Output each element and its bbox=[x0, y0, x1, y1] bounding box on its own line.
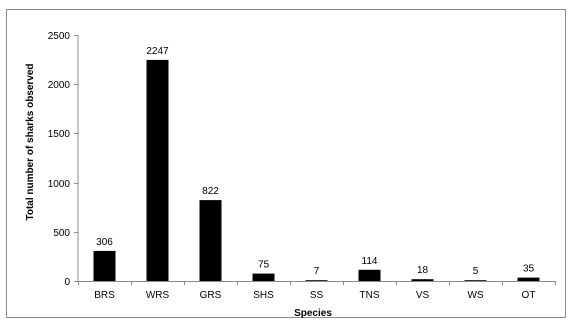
data-label-brs: 306 bbox=[96, 237, 113, 248]
y-axis-title: Total number of sharks observed bbox=[25, 63, 36, 220]
y-axis: 0 500 1000 1500 2000 2500 bbox=[48, 31, 79, 288]
y-tick-label: 500 bbox=[53, 228, 70, 239]
y-tick-label: 0 bbox=[64, 277, 70, 288]
bar-grs bbox=[199, 200, 222, 281]
x-tick-label: WRS bbox=[146, 290, 170, 301]
bar-ot bbox=[517, 277, 540, 281]
data-label-ot: 35 bbox=[523, 264, 535, 275]
x-tick-label: SS bbox=[310, 290, 324, 301]
x-tick-label: WS bbox=[467, 290, 483, 301]
x-axis-title: Species bbox=[294, 308, 332, 319]
y-tick-label: 2500 bbox=[48, 31, 71, 42]
bar-tns bbox=[358, 269, 381, 281]
bar-wrs bbox=[146, 59, 169, 282]
bar-brs bbox=[93, 250, 116, 281]
data-label-ws: 5 bbox=[473, 266, 479, 277]
bar-ws bbox=[464, 280, 487, 281]
x-tick-label: BRS bbox=[94, 290, 115, 301]
y-tick-label: 1500 bbox=[48, 129, 71, 140]
y-tick-label: 1000 bbox=[48, 179, 71, 190]
bar-ss bbox=[305, 280, 328, 281]
x-tick-label: TNS bbox=[360, 290, 380, 301]
data-label-grs: 822 bbox=[202, 186, 219, 197]
x-tick-label: OT bbox=[522, 290, 536, 301]
data-label-vs: 18 bbox=[417, 265, 429, 276]
data-label-wrs: 2247 bbox=[146, 46, 169, 57]
data-labels: 306 2247 822 75 7 114 18 5 35 bbox=[96, 46, 534, 277]
bar-vs bbox=[411, 279, 434, 281]
data-label-shs: 75 bbox=[258, 260, 270, 271]
x-tick-label: SHS bbox=[253, 290, 274, 301]
data-label-ss: 7 bbox=[314, 266, 320, 277]
bars bbox=[93, 59, 540, 282]
x-tick-label: VS bbox=[416, 290, 430, 301]
y-tick-label: 2000 bbox=[48, 80, 71, 91]
x-tick-label: GRS bbox=[200, 290, 222, 301]
data-label-tns: 114 bbox=[362, 256, 378, 267]
bar-shs bbox=[252, 273, 275, 281]
x-axis: BRS WRS GRS SHS SS TNS VS WS OT bbox=[78, 281, 556, 301]
